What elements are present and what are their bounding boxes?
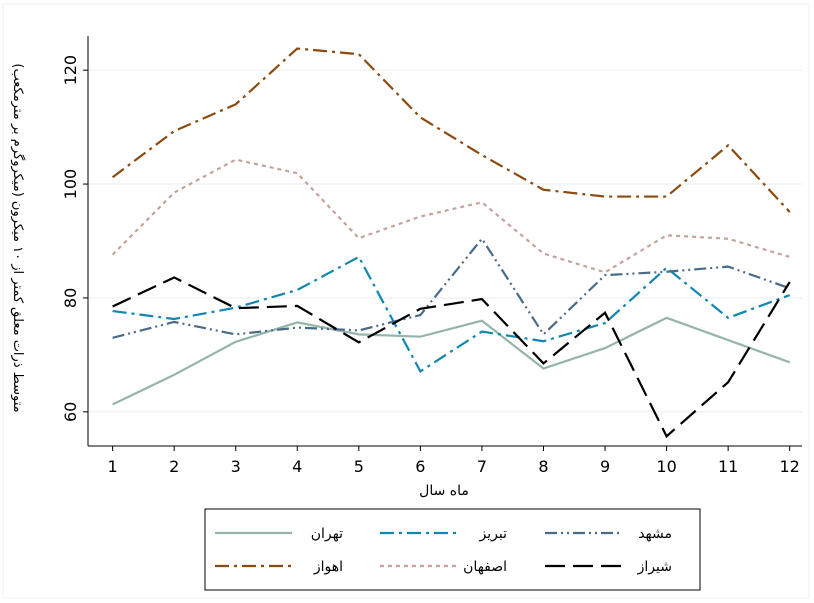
x-tick-label-8: 8 [538, 457, 548, 476]
y-tick-label-60: 60 [61, 402, 80, 422]
series-line-6 [112, 276, 791, 439]
x-tick-label-6: 6 [415, 457, 425, 476]
x-tick-label-3: 3 [231, 457, 241, 476]
x-tick-label-9: 9 [600, 457, 610, 476]
series-line-1 [112, 316, 791, 406]
x-tick-label-10: 10 [656, 457, 676, 476]
outer-frame [2, 3, 810, 599]
y-tick-label-100: 100 [61, 169, 80, 200]
x-tick-label-12: 12 [780, 457, 800, 476]
legend-label-1: تهران [311, 526, 343, 542]
x-tick-label-7: 7 [477, 457, 487, 476]
legend-label-2: تبریز [479, 526, 508, 542]
y-tick-label-80: 80 [61, 288, 80, 308]
series-line-4 [111, 47, 791, 213]
x-tick-label-4: 4 [292, 457, 302, 476]
gridlines [88, 69, 802, 413]
y-axis-label: متوسط ذرات معلق کمتر از ۱۰ میکرون (میکرو… [10, 63, 26, 412]
legend-label-6: شیراز [637, 559, 672, 575]
x-tick-label-5: 5 [354, 457, 364, 476]
series-line-2 [112, 255, 791, 373]
legend-box [204, 508, 701, 591]
legend-label-4: اهواز [313, 559, 343, 575]
x-tick-label-1: 1 [108, 457, 118, 476]
axes [87, 36, 802, 447]
series-lines [111, 47, 791, 439]
series-line-5 [111, 158, 791, 274]
x-axis-label: ماه سال [419, 483, 469, 499]
x-tick-label-2: 2 [169, 457, 179, 476]
legend-label-5: اصفهان [463, 559, 507, 575]
series-line-3 [112, 236, 791, 339]
legend-label-3: مشهد [638, 526, 672, 542]
x-tick-label-11: 11 [718, 457, 738, 476]
legend: تهران تبریز مشهد اهواز اصفهان شیراز [204, 508, 701, 591]
y-tick-label-120: 120 [61, 55, 80, 86]
